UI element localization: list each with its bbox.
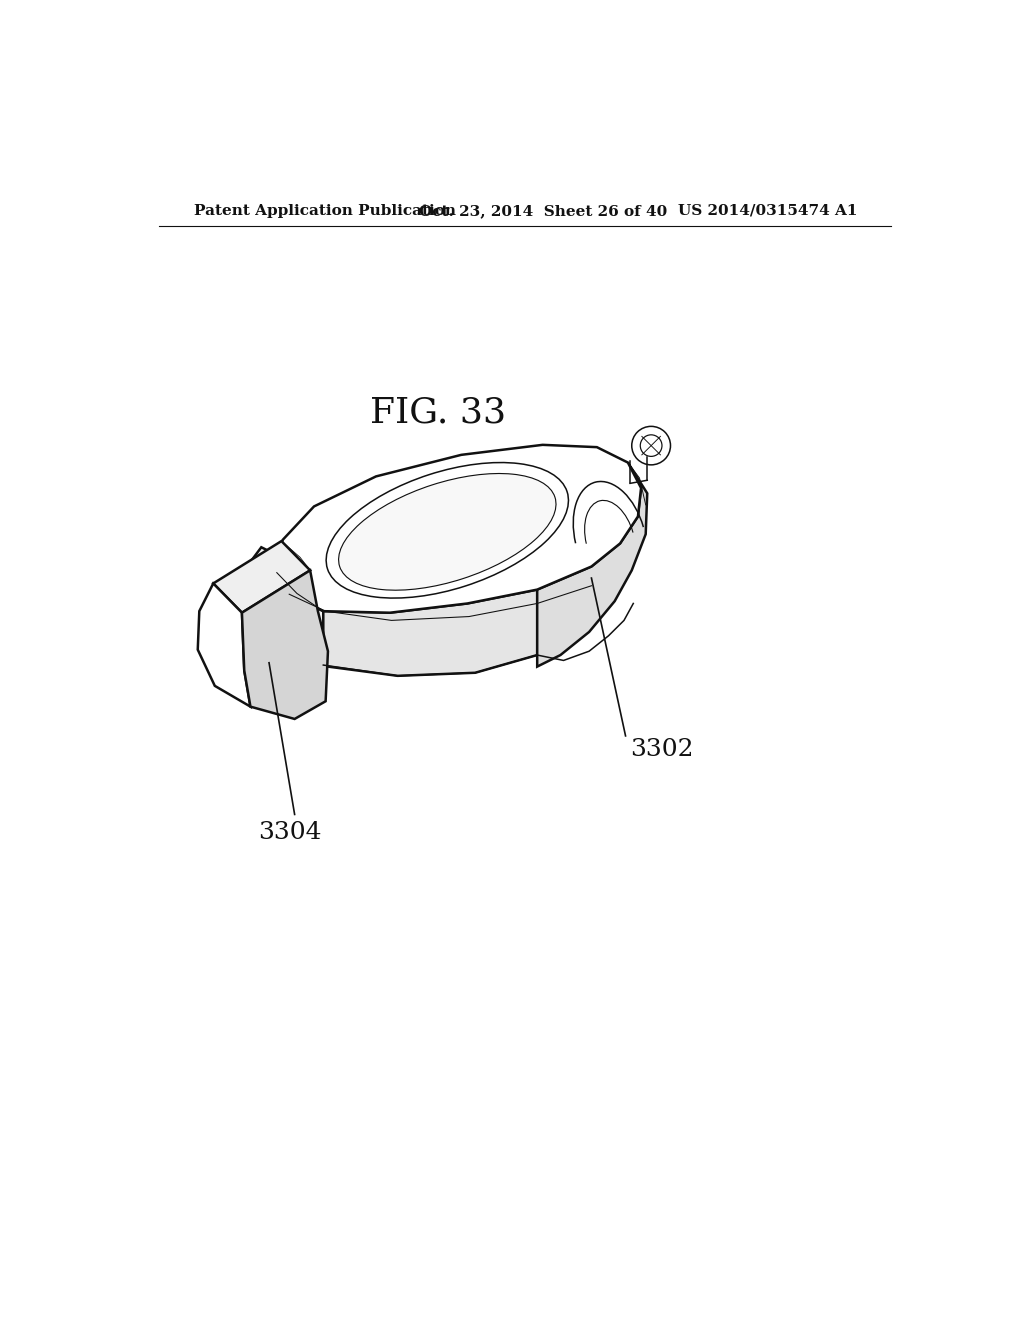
Polygon shape bbox=[213, 541, 310, 612]
Text: 3304: 3304 bbox=[258, 821, 322, 843]
Polygon shape bbox=[324, 590, 538, 676]
Circle shape bbox=[640, 434, 662, 457]
Polygon shape bbox=[276, 445, 641, 612]
Polygon shape bbox=[538, 462, 647, 667]
Text: Patent Application Publication: Patent Application Publication bbox=[194, 203, 456, 218]
Polygon shape bbox=[198, 583, 251, 706]
Ellipse shape bbox=[327, 462, 568, 598]
Polygon shape bbox=[246, 548, 324, 665]
Ellipse shape bbox=[339, 474, 556, 590]
Text: Oct. 23, 2014  Sheet 26 of 40: Oct. 23, 2014 Sheet 26 of 40 bbox=[419, 203, 667, 218]
Polygon shape bbox=[242, 570, 328, 719]
Text: 3302: 3302 bbox=[630, 738, 693, 762]
Text: US 2014/0315474 A1: US 2014/0315474 A1 bbox=[678, 203, 858, 218]
Text: FIG. 33: FIG. 33 bbox=[370, 396, 506, 429]
Circle shape bbox=[632, 426, 671, 465]
